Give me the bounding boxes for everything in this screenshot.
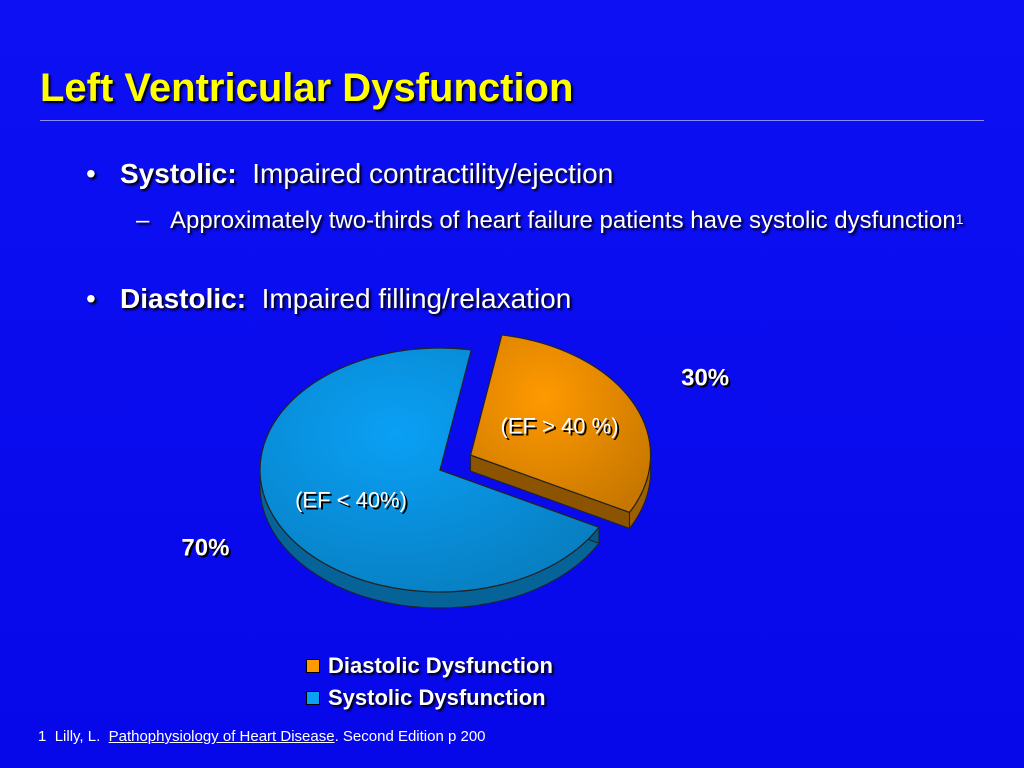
bullet-diastolic: • Diastolic: Impaired filling/relaxation <box>86 283 571 315</box>
bullet-systolic: • Systolic: Impaired contractility/ejecti… <box>86 158 613 190</box>
bullet-label: Systolic: <box>120 158 237 189</box>
footnote-number: 1 <box>38 728 47 745</box>
legend-swatch <box>306 691 320 705</box>
bullet-text: Impaired contractility/ejection <box>252 158 614 189</box>
slice-note-systolic-shadow: (EF < 40%) <box>297 489 409 514</box>
slice-note-diastolic-shadow: (EF > 40 %) <box>503 416 621 441</box>
legend-item-systolic: Systolic Dysfunction <box>306 682 553 714</box>
bullet-label: Diastolic: <box>120 283 247 314</box>
slice-note-diastolic: (EF > 40 %) <box>501 414 619 439</box>
slice-percent-systolic: 70% <box>181 535 229 562</box>
footnote-book-link[interactable]: Pathophysiology of Heart Disease <box>108 728 335 745</box>
footnote-ref: 1 <box>955 211 964 227</box>
slice-percent-systolic-shadow: 70% <box>183 537 231 564</box>
legend-label: Diastolic Dysfunction <box>328 653 553 678</box>
sub-bullet-text: Approximately two-thirds of heart failur… <box>170 207 956 234</box>
footnote-author: Lilly, L. <box>54 728 101 745</box>
bullet-marker: • <box>86 283 96 314</box>
chart-legend: Diastolic Dysfunction Systolic Dysfuncti… <box>306 650 553 714</box>
title-divider <box>40 120 984 121</box>
legend-item-diastolic: Diastolic Dysfunction <box>306 650 553 682</box>
slice-percent-diastolic: 30% <box>681 365 729 392</box>
footnote-edition: . Second Edition p 200 <box>334 728 486 745</box>
sub-bullet-dash: – <box>136 207 150 234</box>
pie-slice-diastolic <box>469 334 652 514</box>
pie-slice-systolic <box>259 347 600 593</box>
slide-title: Left Ventricular Dysfunction <box>40 66 574 110</box>
slice-percent-diastolic-shadow: 30% <box>683 367 731 394</box>
legend-label: Systolic Dysfunction <box>328 685 546 710</box>
footnote: 1 Lilly, L. Pathophysiology of Heart Dis… <box>38 728 486 745</box>
bullet-marker: • <box>86 158 96 189</box>
bullet-text: Impaired filling/relaxation <box>261 283 572 314</box>
slice-note-systolic: (EF < 40%) <box>295 487 407 512</box>
legend-swatch <box>306 659 320 673</box>
